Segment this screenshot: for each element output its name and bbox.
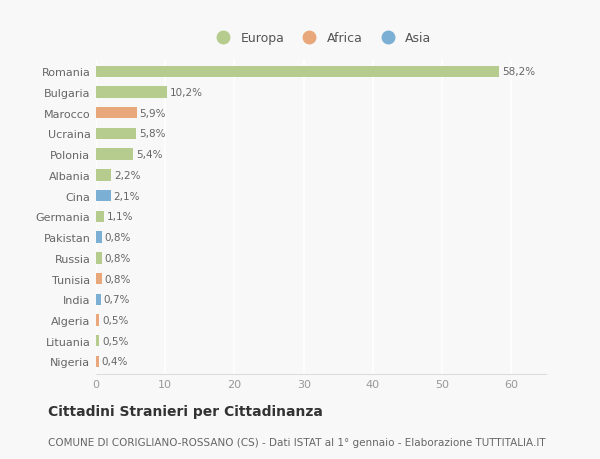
Text: 0,4%: 0,4% — [101, 357, 128, 367]
Bar — [96, 294, 101, 305]
Bar — [96, 87, 167, 98]
Legend: Europa, Africa, Asia: Europa, Africa, Asia — [207, 28, 435, 49]
Bar — [96, 108, 137, 119]
Text: 5,8%: 5,8% — [139, 129, 166, 139]
Bar — [96, 314, 100, 326]
Text: 0,5%: 0,5% — [102, 315, 128, 325]
Text: 0,7%: 0,7% — [104, 295, 130, 305]
Text: Cittadini Stranieri per Cittadinanza: Cittadini Stranieri per Cittadinanza — [48, 404, 323, 419]
Text: 2,1%: 2,1% — [113, 191, 140, 201]
Bar — [96, 170, 111, 181]
Bar — [96, 190, 110, 202]
Bar — [96, 129, 136, 140]
Text: 0,8%: 0,8% — [104, 233, 131, 242]
Text: 0,8%: 0,8% — [104, 274, 131, 284]
Text: 58,2%: 58,2% — [502, 67, 535, 77]
Text: 5,9%: 5,9% — [140, 108, 166, 118]
Bar — [96, 356, 99, 367]
Bar — [96, 336, 100, 347]
Bar — [96, 67, 499, 78]
Text: 2,2%: 2,2% — [114, 170, 140, 180]
Text: 5,4%: 5,4% — [136, 150, 163, 160]
Text: COMUNE DI CORIGLIANO-ROSSANO (CS) - Dati ISTAT al 1° gennaio - Elaborazione TUTT: COMUNE DI CORIGLIANO-ROSSANO (CS) - Dati… — [48, 437, 545, 447]
Text: 10,2%: 10,2% — [169, 88, 202, 98]
Text: 0,5%: 0,5% — [102, 336, 128, 346]
Text: 0,8%: 0,8% — [104, 253, 131, 263]
Bar — [96, 232, 101, 243]
Bar — [96, 252, 101, 264]
Bar — [96, 211, 104, 223]
Text: 1,1%: 1,1% — [106, 212, 133, 222]
Bar — [96, 273, 101, 285]
Bar — [96, 149, 133, 161]
